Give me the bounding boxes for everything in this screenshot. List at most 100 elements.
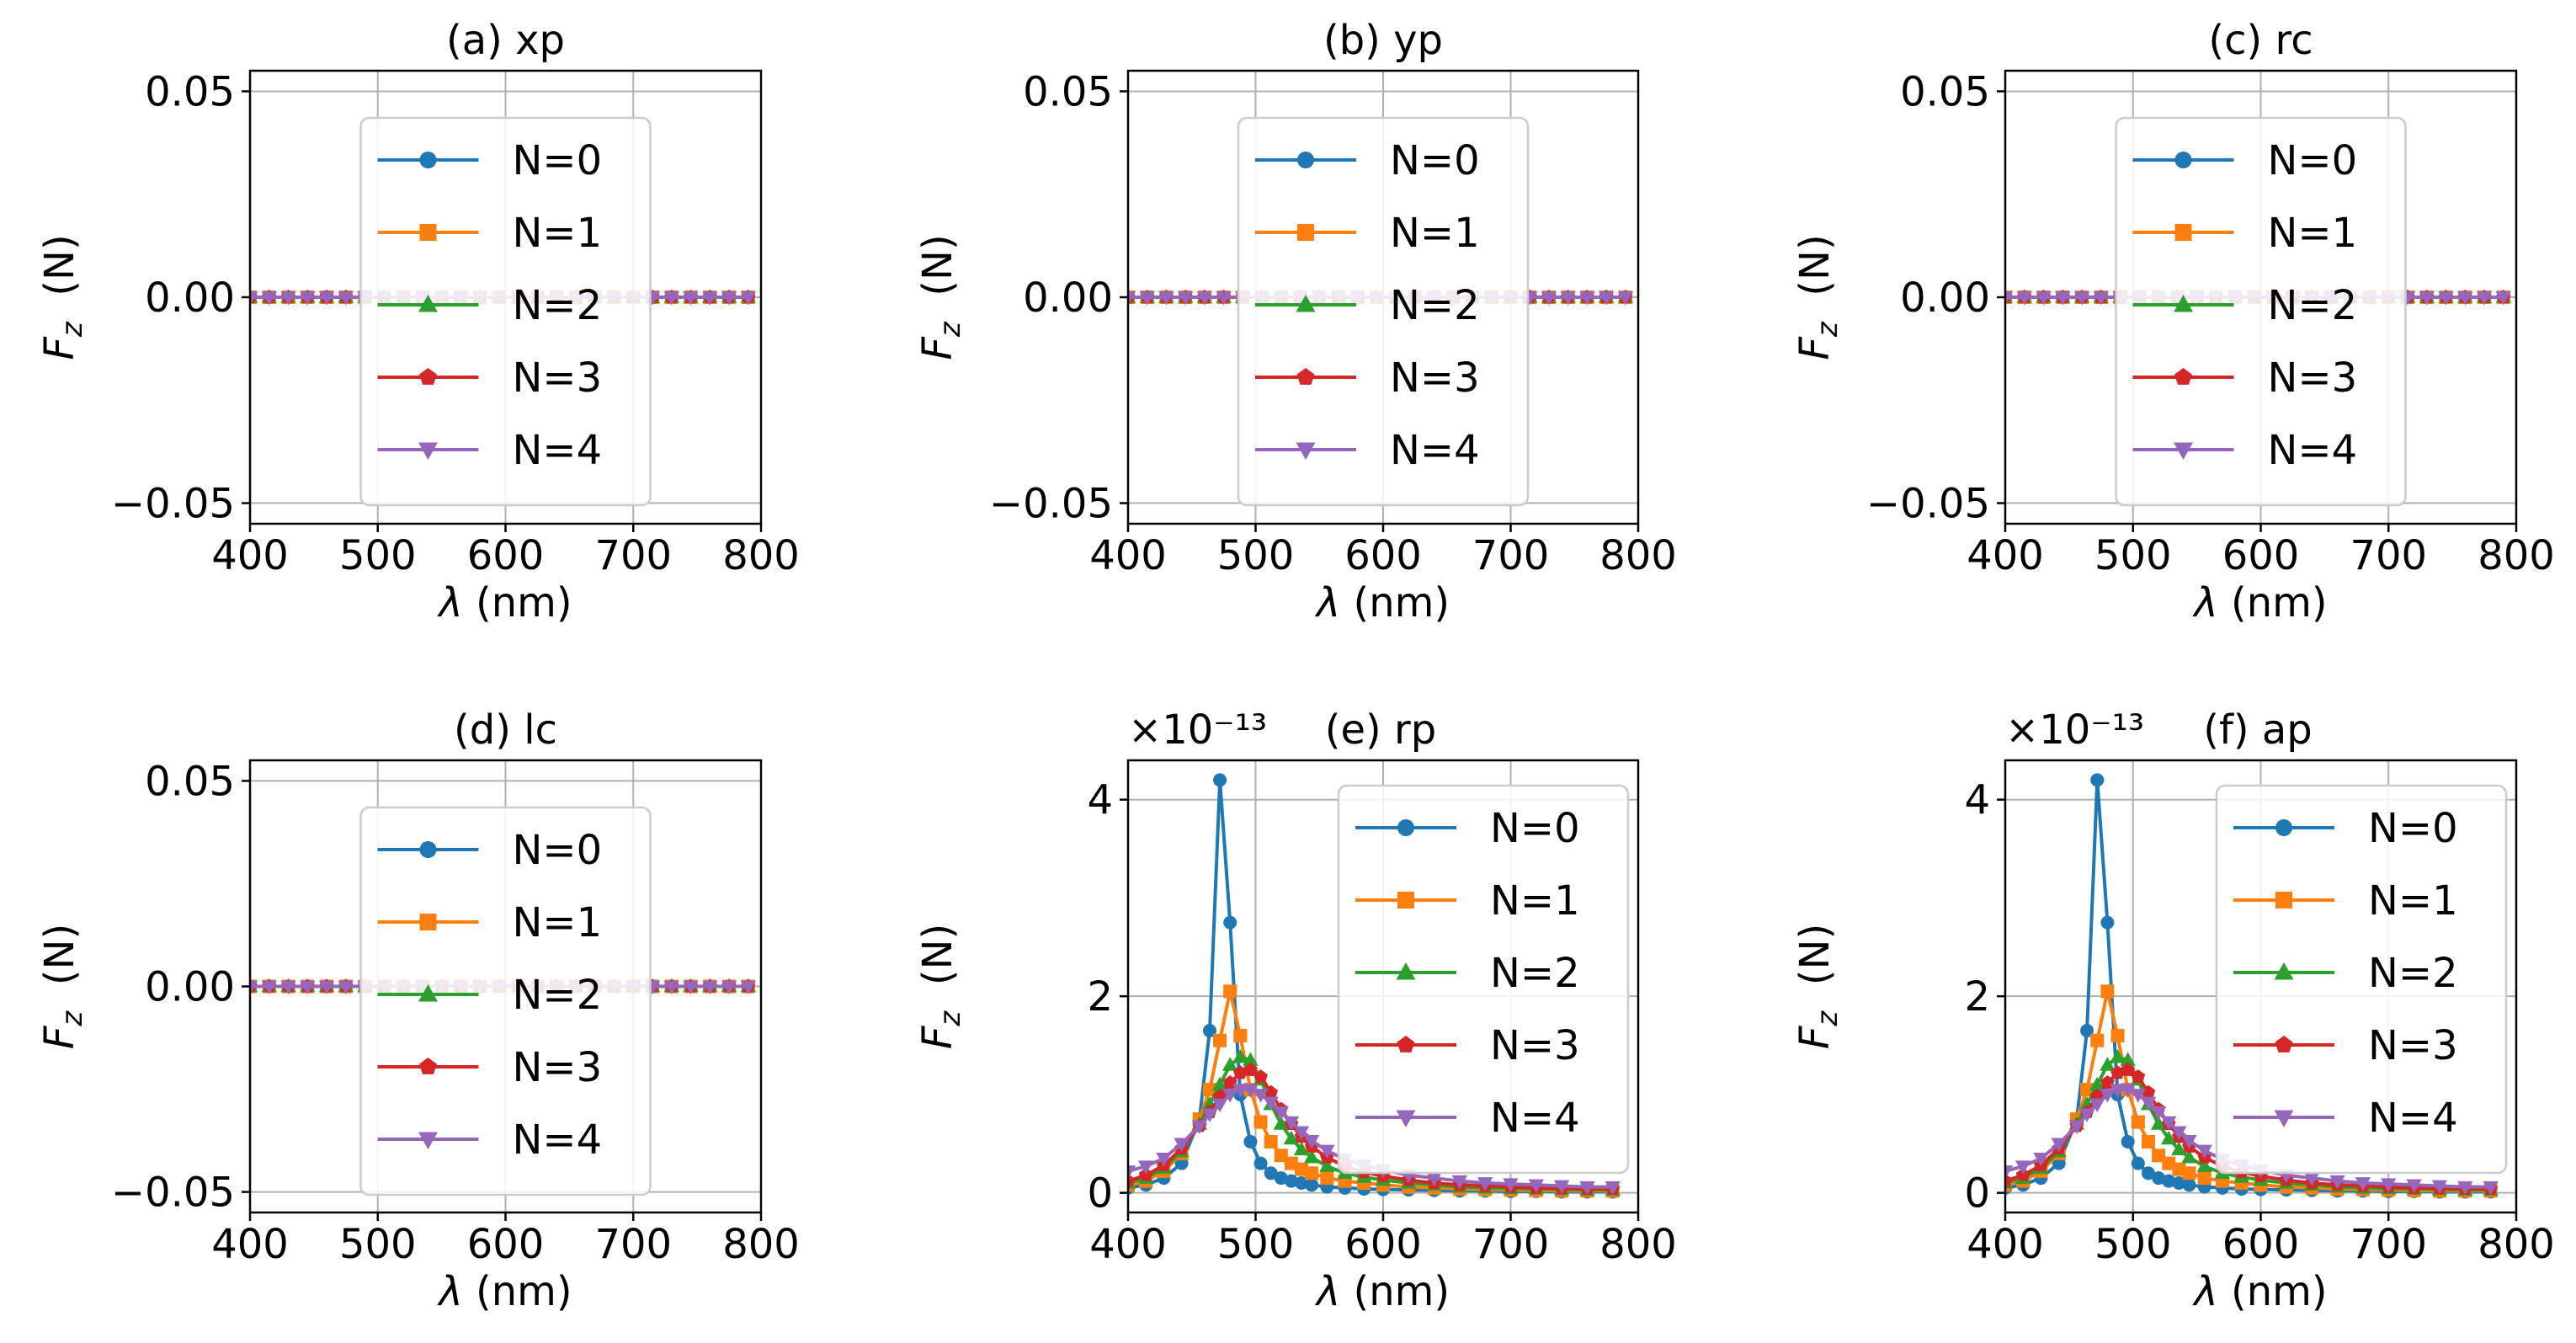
legend-box [1237, 116, 1530, 507]
x-tick-label: 600 [1344, 532, 1422, 579]
data-point-n4 [1598, 291, 1615, 306]
x-tick-label: 800 [722, 532, 800, 579]
data-point-n3 [2141, 1085, 2156, 1099]
legend-marker [419, 368, 437, 385]
y-axis-label-unit: (N) [36, 234, 83, 322]
legend-label: N=4 [1490, 1095, 1580, 1142]
data-point-n1 [2090, 1033, 2105, 1047]
data-point-n3 [2110, 1065, 2125, 1079]
legend-item-n3: N=3 [377, 1044, 603, 1091]
legend-item-n4: N=4 [1355, 1095, 1580, 1142]
y-axis-label-symbol: F [36, 1025, 83, 1049]
legend-label: N=3 [513, 1044, 603, 1091]
y-axis-label-subscript: z [934, 321, 967, 338]
legend-marker [2275, 819, 2292, 836]
data-point-n4 [2051, 1138, 2067, 1152]
legend-item-n2: N=2 [377, 282, 602, 329]
legend-marker [418, 442, 438, 460]
data-point-n4 [1579, 1180, 1595, 1196]
x-tick-label: 800 [2478, 1221, 2555, 1268]
legend-label: N=3 [1490, 1022, 1580, 1069]
data-point-n4 [2005, 1165, 2014, 1180]
legend-box [2215, 784, 2508, 1175]
panel-4: 400 500 600 700 800 −0.05 0.00 0.05 λ (nm) Fz (N)… [36, 706, 800, 1315]
legend-marker [1296, 442, 1316, 460]
data-point-n1 [2197, 1171, 2211, 1186]
legend-marker [2275, 892, 2292, 909]
legend-marker [1297, 224, 1314, 241]
data-point-n1 [1202, 1083, 1216, 1097]
legend-item-n1: N=1 [2233, 877, 2458, 925]
data-point-n1 [2172, 1162, 2186, 1176]
data-point-n2 [1283, 1130, 1300, 1145]
data-point-n4 [1216, 291, 1232, 306]
x-tick-label: 700 [594, 1221, 672, 1268]
y-axis-label-symbol: F [914, 336, 961, 360]
data-point-n4 [2495, 291, 2512, 306]
legend-item-n3: N=3 [1255, 354, 1480, 402]
data-point-n1 [1295, 1162, 1309, 1176]
data-point-n4 [1541, 291, 1557, 306]
data-point-n4 [300, 291, 316, 306]
x-tick-label: 700 [2350, 1221, 2427, 1268]
data-point-n1 [2131, 1115, 2145, 1129]
data-point-n0 [2131, 1156, 2145, 1170]
data-point-n2 [2161, 1130, 2177, 1145]
y-axis-label: Fz (N) [914, 924, 967, 1049]
legend-marker [1297, 152, 1314, 168]
data-point-n0 [1253, 1156, 1268, 1170]
y-tick-label: 0.00 [145, 274, 235, 322]
data-point-n4 [2476, 291, 2493, 306]
x-tick-label: 500 [339, 1221, 417, 1268]
data-point-n4 [2089, 1098, 2105, 1113]
legend: N=0 N=1 N=2 N=3 N=4 [2115, 116, 2407, 507]
x-axis-label-unit: (nm) [463, 1268, 572, 1315]
data-point-n4 [740, 291, 757, 306]
data-point-n3 [2121, 1062, 2136, 1076]
data-point-n4 [2171, 1126, 2187, 1140]
data-point-n4 [1232, 1084, 1248, 1098]
legend-marker [418, 1132, 438, 1149]
data-point-n0 [2080, 1024, 2094, 1038]
data-point-n4 [318, 291, 335, 306]
data-point-n0 [2182, 1178, 2196, 1192]
legend-label: N=3 [2368, 1022, 2458, 1069]
x-tick-label: 500 [1217, 1221, 1295, 1268]
legend-item-n4: N=4 [1255, 427, 1480, 474]
panel-title: (a) xp [446, 17, 565, 64]
data-point-n4 [280, 291, 296, 306]
data-point-n4 [2033, 1152, 2049, 1167]
data-point-n4 [2036, 291, 2052, 306]
x-tick-label: 700 [1472, 1221, 1550, 1268]
panel-1: 400 500 600 700 800 −0.05 0.00 0.05 λ (nm) Fz (N)… [36, 17, 800, 626]
legend-label: N=2 [1490, 950, 1580, 997]
data-point-n4 [2457, 1180, 2473, 1196]
data-point-n2 [2181, 1149, 2197, 1164]
x-axis-label: λ (nm) [1314, 1268, 1450, 1315]
data-point-n1 [1264, 1134, 1278, 1148]
y-axis-label-unit: (N) [914, 924, 961, 1011]
legend-label: N=4 [513, 1117, 603, 1164]
legend-label: N=4 [1390, 427, 1480, 474]
y-tick-label: 0.05 [145, 758, 235, 805]
data-point-n4 [1222, 1089, 1238, 1103]
legend-item-n4: N=4 [2132, 427, 2358, 474]
data-point-n0 [1284, 1174, 1298, 1188]
legend-marker [1397, 819, 1414, 836]
legend-label: N=4 [2268, 427, 2358, 474]
legend-marker [2275, 1036, 2293, 1053]
data-point-n4 [1243, 1084, 1259, 1098]
legend-label: N=2 [2268, 282, 2358, 329]
legend-label: N=0 [2368, 805, 2458, 852]
data-point-n1 [2110, 1028, 2125, 1042]
y-axis-label-unit: (N) [914, 234, 961, 322]
data-point-n0 [1213, 773, 1227, 787]
data-point-n3 [1232, 1065, 1248, 1079]
data-point-n4 [2431, 1180, 2448, 1195]
data-point-n4 [1196, 291, 1213, 306]
data-point-n4 [1156, 1152, 1172, 1167]
x-tick-label: 500 [2094, 1221, 2172, 1268]
legend-label: N=1 [513, 210, 603, 257]
data-point-n4 [1617, 291, 1634, 306]
y-axis-label-subscript: z [1811, 321, 1844, 338]
